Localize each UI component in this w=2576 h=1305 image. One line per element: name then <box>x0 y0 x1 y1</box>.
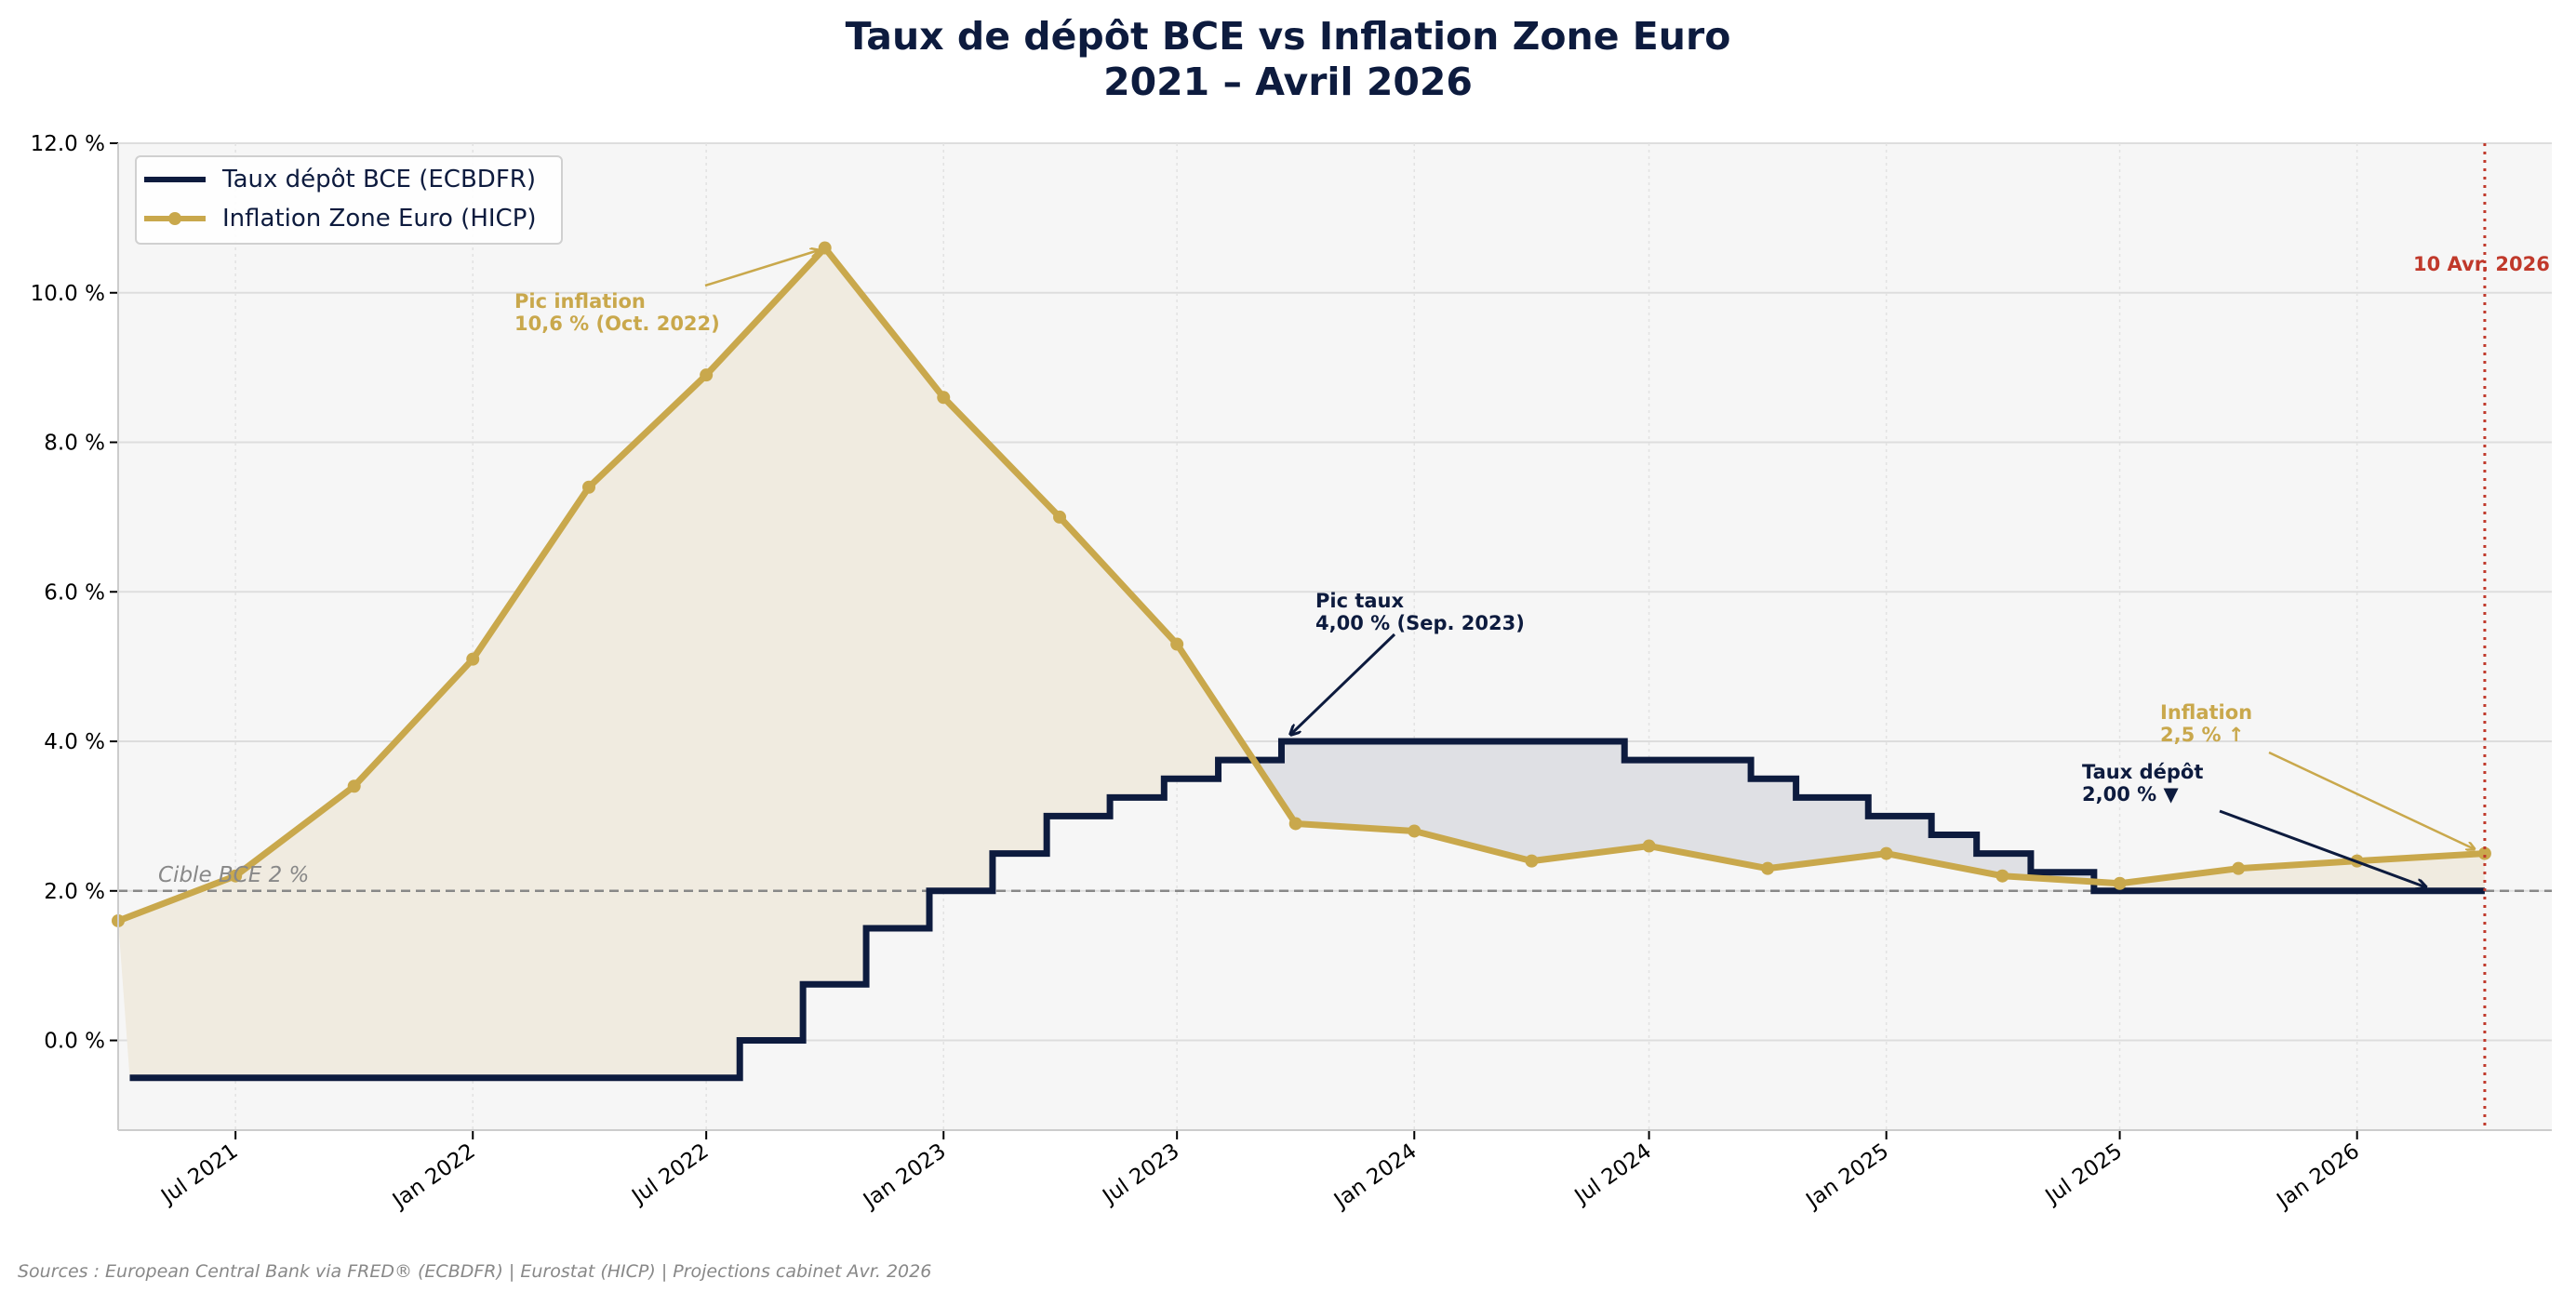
inflation-point <box>1879 846 1893 860</box>
inflation-point <box>1761 861 1775 875</box>
inflation-point <box>1408 824 1421 838</box>
x-tick-label: Jan 2023 <box>858 1139 951 1215</box>
legend-label-inflation: Inflation Zone Euro (HICP) <box>222 205 537 233</box>
inflation-point <box>582 480 596 494</box>
arrow-inflation-peak <box>704 250 819 287</box>
inflation-point <box>1288 817 1302 831</box>
y-tick-label: 10.0 % <box>31 282 105 306</box>
x-tick-label: Jan 2025 <box>1801 1139 1894 1215</box>
chart-subtitle: 2021 – Avril 2026 <box>1103 60 1473 104</box>
today-label: 10 Avr. 2026 <box>2413 253 2550 275</box>
inflation-point <box>2477 846 2491 860</box>
inflation-point <box>229 869 243 883</box>
inflation-point <box>818 241 832 255</box>
fill-inflation-above-rate <box>118 247 2485 1078</box>
target-label: Cible BCE 2 % <box>158 863 310 887</box>
legend-label-rate: Taux dépôt BCE (ECBDFR) <box>222 166 536 193</box>
inflation-point <box>937 391 951 405</box>
inflation-point <box>347 779 361 793</box>
x-tick-label: Jan 2026 <box>2272 1139 2365 1215</box>
x-tick-label: Jul 2023 <box>1097 1139 1183 1210</box>
source-note: Sources : European Central Bank via FRED… <box>18 1261 932 1282</box>
y-tick-label: 6.0 % <box>44 580 105 605</box>
x-tick-label: Jan 2024 <box>1328 1139 1421 1215</box>
inflation-point <box>700 368 714 382</box>
inflation-point <box>1995 869 2009 883</box>
arrow-rate-peak <box>1290 633 1396 735</box>
chart-title: Taux de dépôt BCE vs Inflation Zone Euro <box>845 14 1731 59</box>
annotation-inflation-now: Inflation 2,5 % ↑ <box>2160 701 2253 746</box>
arrow-inflation-now <box>2268 751 2475 849</box>
legend-item-rate: Taux dépôt BCE (ECBDFR) <box>144 161 536 198</box>
y-tick-label: 4.0 % <box>44 730 105 754</box>
legend-swatch-rate <box>144 161 206 198</box>
annotation-rate-peak: Pic taux 4,00 % (Sep. 2023) <box>1315 590 1525 634</box>
legend-swatch-inflation <box>144 200 206 237</box>
x-tick-label: Jan 2022 <box>387 1139 480 1215</box>
x-tick-label: Jul 2024 <box>1569 1139 1656 1210</box>
y-tick-label: 2.0 % <box>44 880 105 904</box>
y-tick-label: 12.0 % <box>31 132 105 156</box>
annotation-inflation-peak: Pic inflation 10,6 % (Oct. 2022) <box>514 290 720 335</box>
arrow-rate-now <box>2219 809 2426 887</box>
y-tick-label: 0.0 % <box>44 1030 105 1054</box>
inflation-point <box>466 652 480 666</box>
inflation-point <box>2113 876 2127 890</box>
inflation-point <box>1642 839 1656 853</box>
inflation-point <box>1053 510 1067 524</box>
legend-item-inflation: Inflation Zone Euro (HICP) <box>144 200 537 237</box>
x-tick-label: Jul 2025 <box>2040 1139 2127 1210</box>
inflation-point <box>2232 861 2246 875</box>
x-tick-label: Jul 2021 <box>155 1139 242 1210</box>
x-tick-label: Jul 2022 <box>626 1139 713 1210</box>
inflation-point <box>1525 854 1539 868</box>
y-tick-label: 8.0 % <box>44 432 105 456</box>
inflation-point <box>1170 637 1184 651</box>
legend: Taux dépôt BCE (ECBDFR) Inflation Zone E… <box>135 155 563 245</box>
annotation-rate-now: Taux dépôt 2,00 % ▼ <box>2082 761 2204 806</box>
